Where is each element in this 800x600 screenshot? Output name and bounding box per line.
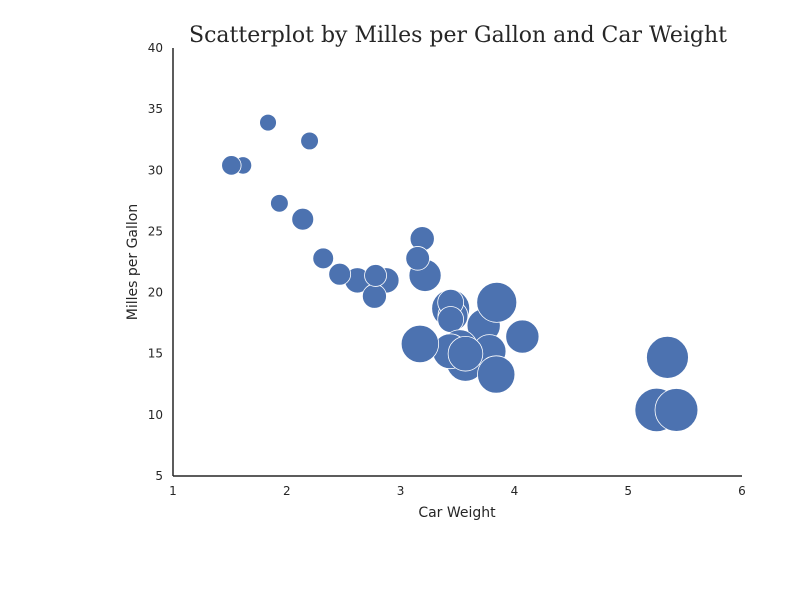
y-tick-label: 40 — [148, 41, 163, 55]
scatter-point — [477, 355, 516, 394]
scatter-point — [646, 336, 689, 379]
x-tick-label: 6 — [738, 484, 746, 498]
x-tick-label: 1 — [169, 484, 177, 498]
scatter-point — [270, 194, 289, 213]
scatter-point — [364, 264, 387, 287]
scatter-point — [221, 155, 242, 176]
x-tick-label: 5 — [624, 484, 632, 498]
x-tick-label: 4 — [511, 484, 519, 498]
scatter-point — [291, 207, 315, 231]
scatter-point — [447, 335, 484, 372]
scatter-point — [654, 388, 699, 432]
points-layer — [221, 113, 699, 433]
y-tick-label: 25 — [148, 224, 163, 238]
scatter-point — [505, 319, 540, 354]
x-tick-label: 2 — [283, 484, 291, 498]
scatter-point — [361, 283, 387, 309]
scatter-point — [300, 131, 319, 151]
scatter-point — [312, 247, 335, 270]
x-axis-label: Car Weight — [418, 505, 496, 521]
scatter-point — [328, 262, 352, 286]
scatter-point — [405, 246, 430, 271]
y-tick-label: 5 — [155, 469, 163, 483]
y-axis-label: Milles per Gallon — [125, 204, 141, 320]
x-tick-label: 3 — [397, 484, 405, 498]
chart-title: Scatterplot by Milles per Gallon and Car… — [189, 23, 727, 48]
y-tick-label: 30 — [148, 163, 163, 177]
scatter-point — [437, 306, 465, 333]
y-tick-label: 10 — [148, 408, 163, 422]
y-tick-label: 20 — [148, 286, 163, 300]
scatter-point — [400, 324, 440, 364]
y-tick-labels: 5 10 15 20 25 30 35 40 — [148, 41, 163, 483]
x-tick-labels: 1 2 3 4 5 6 — [169, 484, 746, 498]
scatter-point — [259, 113, 277, 132]
scatter-point — [476, 281, 518, 323]
y-tick-label: 35 — [148, 102, 163, 116]
y-tick-label: 15 — [148, 347, 163, 361]
